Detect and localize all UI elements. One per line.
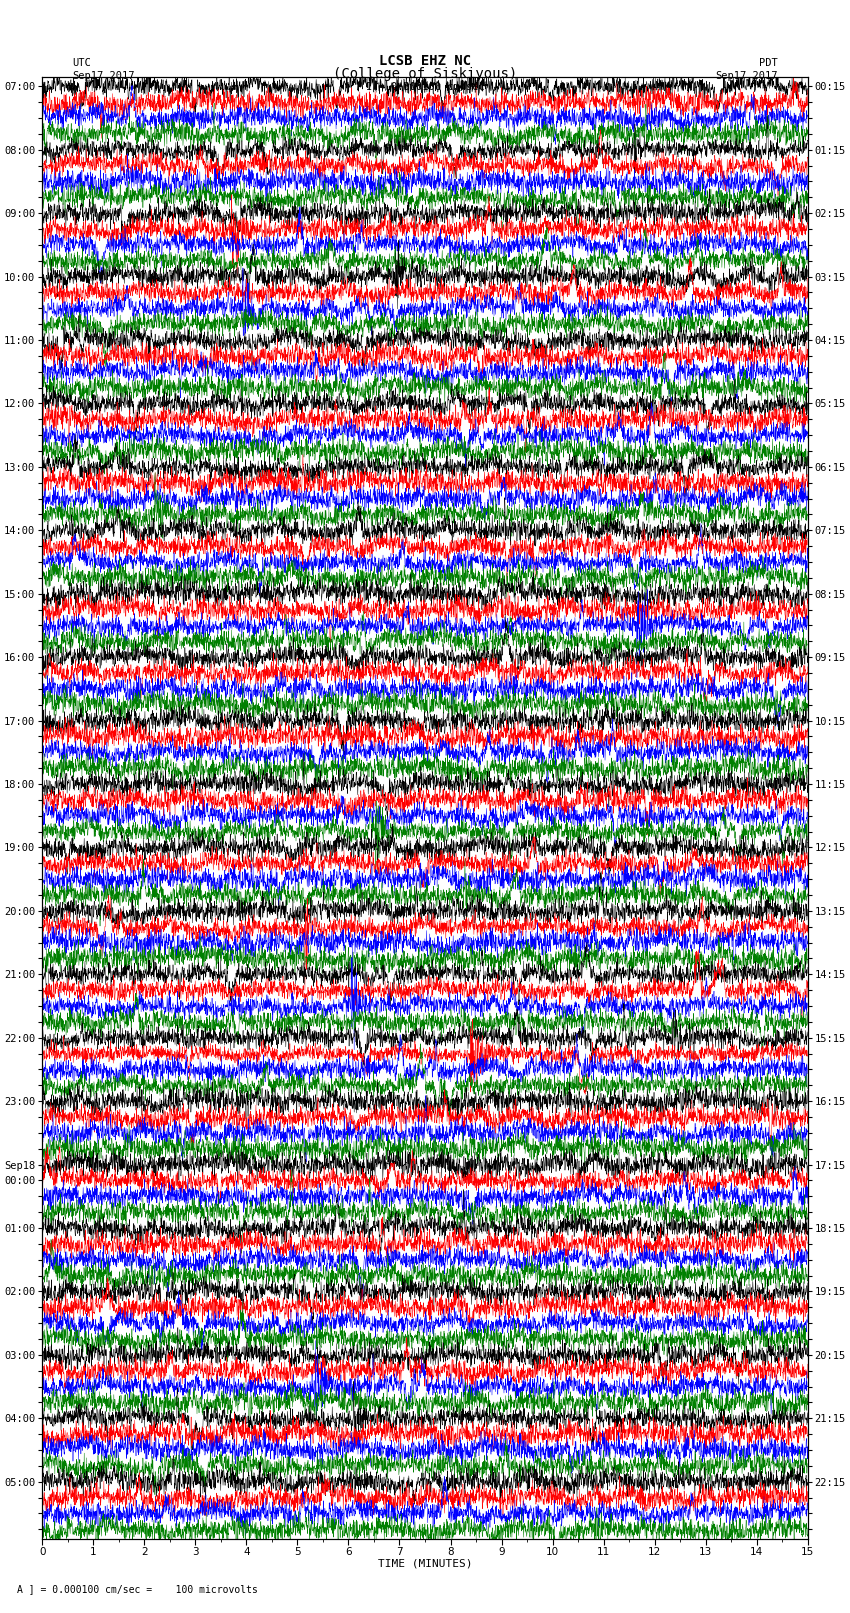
- Text: (College of Siskiyous): (College of Siskiyous): [333, 66, 517, 81]
- Text: UTC: UTC: [72, 58, 91, 68]
- X-axis label: TIME (MINUTES): TIME (MINUTES): [377, 1558, 473, 1568]
- Text: PDT: PDT: [759, 58, 778, 68]
- Text: A ] = 0.000100 cm/sec =    100 microvolts: A ] = 0.000100 cm/sec = 100 microvolts: [17, 1584, 258, 1594]
- Text: LCSB EHZ NC: LCSB EHZ NC: [379, 53, 471, 68]
- Text: I = 0.000100 cm/sec: I = 0.000100 cm/sec: [366, 82, 484, 92]
- Text: Sep17,2017: Sep17,2017: [72, 71, 135, 81]
- Text: Sep17,2017: Sep17,2017: [715, 71, 778, 81]
